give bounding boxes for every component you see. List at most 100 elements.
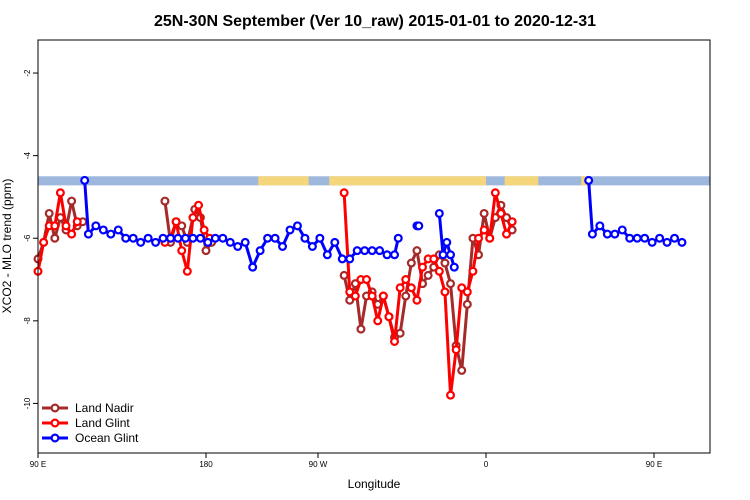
- series-layer: [33, 175, 687, 400]
- data-point: [662, 237, 672, 247]
- x-tick-label: 180: [199, 460, 213, 469]
- series-line-segment: [36, 240, 46, 273]
- data-point: [406, 258, 416, 268]
- series-ocean-glint: [80, 175, 687, 272]
- data-point: [670, 233, 680, 243]
- data-point: [423, 270, 433, 280]
- data-point: [375, 246, 385, 256]
- data-point: [373, 316, 383, 326]
- data-point: [414, 221, 424, 231]
- data-point: [442, 237, 452, 247]
- data-point: [610, 229, 620, 239]
- data-point: [240, 237, 250, 247]
- data-point: [462, 287, 472, 297]
- x-tick-label: 90 E: [30, 460, 46, 469]
- series-land-glint: [33, 188, 517, 400]
- data-point: [67, 229, 77, 239]
- data-point: [382, 250, 392, 260]
- series-line-segment: [460, 302, 469, 372]
- data-point: [188, 213, 198, 223]
- data-point: [356, 324, 366, 334]
- data-point: [412, 246, 422, 256]
- land-band-segment: [329, 176, 486, 186]
- series-line-segment: [393, 286, 402, 343]
- data-point: [300, 233, 310, 243]
- data-point: [180, 233, 190, 243]
- data-point: [339, 270, 349, 280]
- data-point: [195, 233, 205, 243]
- data-point: [625, 233, 635, 243]
- x-axis-label: Longitude: [348, 477, 401, 491]
- plot-frame: [37, 39, 711, 454]
- series-line-segment: [488, 191, 497, 240]
- data-point: [106, 229, 116, 239]
- data-point: [151, 237, 161, 247]
- data-point: [647, 237, 657, 247]
- legend-label: Land Glint: [75, 416, 130, 430]
- y-tick-label: -6: [23, 234, 32, 242]
- data-point: [457, 365, 467, 375]
- data-point: [406, 283, 416, 293]
- data-point: [393, 233, 403, 243]
- data-point: [479, 225, 489, 235]
- data-point: [39, 237, 49, 247]
- data-point: [440, 258, 450, 268]
- series-line-segment: [83, 178, 90, 236]
- data-point: [173, 233, 183, 243]
- data-point: [248, 262, 258, 272]
- data-point: [632, 233, 642, 243]
- legend-item: Land Nadir: [42, 401, 134, 415]
- data-point: [350, 291, 360, 301]
- y-tick-label: -2: [23, 69, 32, 77]
- data-point: [378, 291, 388, 301]
- data-point: [677, 237, 687, 247]
- data-point: [617, 225, 627, 235]
- data-point: [199, 225, 209, 235]
- data-point: [337, 254, 347, 264]
- data-point: [449, 262, 459, 272]
- data-point: [352, 246, 362, 256]
- data-point: [307, 242, 317, 252]
- data-point: [225, 237, 235, 247]
- data-point: [438, 250, 448, 260]
- data-point: [401, 275, 411, 285]
- data-point: [143, 233, 153, 243]
- y-axis: -2 -4 -6 -8 -10: [23, 69, 38, 409]
- data-point: [429, 254, 439, 264]
- data-point: [485, 233, 495, 243]
- data-point: [330, 237, 340, 247]
- data-point: [136, 237, 146, 247]
- data-point: [434, 266, 444, 276]
- data-point: [412, 295, 422, 305]
- data-point: [50, 233, 60, 243]
- data-point: [345, 295, 355, 305]
- data-point: [479, 208, 489, 218]
- data-point: [292, 221, 302, 231]
- data-point: [451, 345, 461, 355]
- data-point: [474, 233, 484, 243]
- y-tick-label: -4: [23, 152, 32, 160]
- land-ocean-band: [38, 176, 710, 186]
- data-point: [362, 275, 372, 285]
- legend-marker: [50, 418, 60, 428]
- data-point: [160, 196, 170, 206]
- data-point: [210, 233, 220, 243]
- legend-item: Land Glint: [42, 416, 130, 430]
- data-point: [44, 208, 54, 218]
- data-point: [203, 237, 213, 247]
- data-point: [339, 188, 349, 198]
- data-point: [446, 250, 456, 260]
- data-point: [367, 246, 377, 256]
- land-band-segment: [258, 176, 309, 186]
- x-tick-label: 0: [484, 460, 489, 469]
- data-point: [345, 254, 355, 264]
- data-point: [263, 233, 273, 243]
- data-point: [166, 233, 176, 243]
- data-point: [502, 229, 512, 239]
- data-point: [121, 233, 131, 243]
- y-axis-label: XCO2 - MLO trend (ppm): [0, 179, 14, 314]
- data-point: [457, 283, 467, 293]
- data-point: [390, 336, 400, 346]
- legend-marker: [50, 433, 60, 443]
- data-point: [384, 312, 394, 322]
